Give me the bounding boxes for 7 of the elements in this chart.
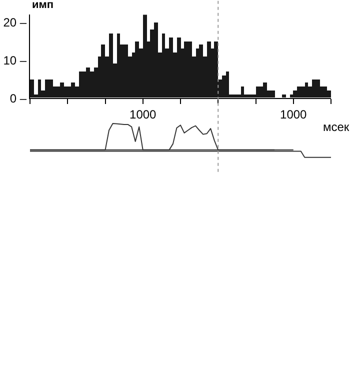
y-axis-title: имп: [32, 0, 54, 11]
x-tick-label: 1000: [280, 108, 308, 122]
y-tick-label: 10 –: [3, 53, 27, 68]
x-axis-title: мсек: [323, 120, 350, 134]
x-tick-label: 1000: [130, 108, 157, 122]
y-tick-label: 20 –: [3, 16, 27, 30]
y-tick-label: 0 –: [10, 91, 27, 106]
